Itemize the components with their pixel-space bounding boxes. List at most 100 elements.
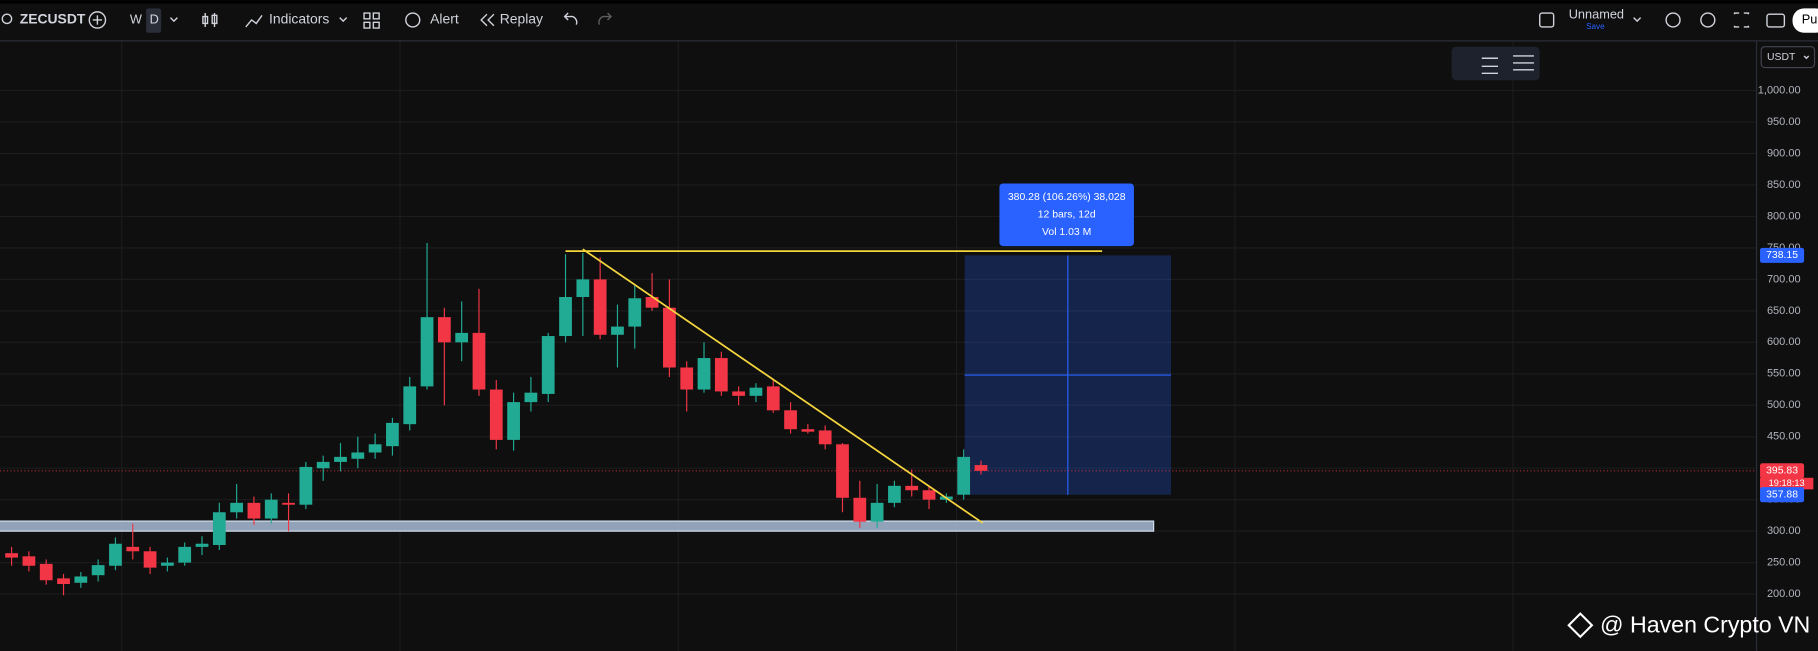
candle-body — [403, 386, 417, 425]
candle-body — [801, 429, 815, 432]
layout-checkbox[interactable] — [1539, 12, 1555, 28]
replay-button[interactable]: Replay — [500, 11, 543, 27]
alert-button[interactable]: Alert — [430, 11, 459, 27]
measure-bottom-price-bg — [1760, 487, 1805, 503]
candle-body — [836, 444, 849, 498]
candle-body — [593, 279, 607, 335]
indicators-button[interactable]: Indicators — [269, 11, 329, 27]
y-tick-label: 550.00 — [1767, 368, 1801, 380]
save-label[interactable]: Save — [1586, 22, 1605, 31]
layout-name[interactable]: Unnamed — [1569, 7, 1624, 22]
candle-body — [299, 466, 313, 505]
candle-body — [628, 298, 642, 327]
candle-body — [974, 465, 988, 471]
candle-body — [714, 358, 728, 392]
candle-body — [143, 551, 157, 568]
measure-label: Vol 1.03 M — [1042, 227, 1091, 238]
candle-body — [489, 389, 503, 440]
y-tick-label: 450.00 — [1767, 431, 1801, 443]
interval-menu[interactable] — [169, 17, 178, 23]
replay-icon — [480, 13, 495, 27]
candle-body — [437, 317, 451, 343]
indicators-icon — [245, 14, 263, 28]
quick-search-button[interactable] — [1665, 12, 1681, 28]
fullscreen-button[interactable] — [1733, 12, 1750, 28]
candle-body — [732, 391, 746, 396]
layout-menu[interactable] — [1633, 17, 1642, 23]
candle-body — [680, 367, 694, 390]
candle-body — [230, 502, 244, 513]
trendline — [582, 248, 984, 524]
toolbar — [0, 3, 1818, 41]
candle-body — [818, 430, 832, 445]
y-tick-label: 950.00 — [1767, 116, 1801, 128]
candle-body — [472, 332, 486, 390]
interval-w[interactable]: W — [130, 11, 142, 26]
publish-button[interactable] — [1792, 8, 1818, 33]
candle-body — [749, 387, 763, 396]
indicators-menu[interactable] — [339, 17, 348, 23]
candle-body — [178, 546, 192, 563]
y-tick-label: 800.00 — [1767, 210, 1801, 222]
y-tick-label: 300.00 — [1767, 525, 1801, 537]
templates-button[interactable] — [363, 12, 380, 29]
candle-body — [282, 502, 295, 505]
watermark: @ Haven Crypto VN — [1600, 611, 1810, 637]
compare-icon — [92, 15, 103, 25]
measure-top-price: 738.15 — [1766, 250, 1798, 261]
candle-body — [212, 512, 226, 545]
alert-icon — [405, 12, 421, 28]
currency-label: USDT — [1767, 52, 1796, 63]
y-tick-label: 850.00 — [1767, 179, 1801, 191]
search-icon[interactable] — [1, 13, 13, 25]
measure-bottom-price: 357.88 — [1766, 489, 1798, 500]
candle-body — [264, 499, 278, 519]
redo-button[interactable] — [598, 12, 613, 25]
support-zone — [0, 520, 1155, 532]
settings-button[interactable] — [1700, 12, 1716, 28]
candle-body — [853, 497, 867, 522]
candle-body — [126, 546, 140, 552]
last-price: 395.83 — [1766, 466, 1798, 477]
chart-type-button[interactable] — [202, 13, 218, 27]
last-price-bg — [1760, 463, 1805, 479]
candle-body — [870, 502, 884, 522]
candle-body — [5, 553, 18, 558]
drawing-toolbar — [1451, 46, 1540, 81]
candle-body — [57, 578, 70, 585]
candle-body — [576, 279, 590, 298]
y-tick-label: 700.00 — [1767, 273, 1801, 285]
undo-button[interactable] — [563, 12, 578, 25]
currency-select[interactable] — [1760, 46, 1816, 69]
y-tick-label: 600.00 — [1767, 336, 1801, 348]
measure-top-price-bg — [1760, 247, 1805, 263]
top-border — [0, 0, 1818, 4]
candle-body — [247, 502, 261, 519]
candle-body — [455, 332, 469, 343]
measure-label: 12 bars, 12d — [1038, 210, 1096, 221]
currency-menu — [1803, 55, 1810, 60]
y-tick-label: 650.00 — [1767, 305, 1801, 317]
candle-body — [541, 336, 555, 394]
candle-body — [161, 562, 174, 566]
y-tick-label: 500.00 — [1767, 399, 1801, 411]
watermark-icon — [1567, 612, 1594, 639]
y-tick-label: 1,000.00 — [1758, 84, 1801, 96]
candle-body — [507, 402, 520, 440]
y-tick-label: 200.00 — [1767, 588, 1801, 600]
candle-body — [22, 556, 36, 566]
drawing-toolbar-icons[interactable] — [1481, 55, 1534, 75]
symbol[interactable]: ZECUSDT — [20, 11, 86, 27]
screenshot-button[interactable] — [1766, 13, 1786, 28]
interval-d[interactable]: D — [150, 11, 159, 26]
countdown: 19:18:13 — [1769, 478, 1805, 488]
candle-body — [368, 444, 382, 453]
candle-body — [386, 422, 399, 447]
candle-body — [697, 358, 711, 390]
candle-body — [611, 326, 624, 335]
compare-button[interactable] — [88, 11, 107, 29]
candle-body — [420, 317, 434, 387]
candle-body — [351, 452, 365, 459]
candle-body — [39, 563, 53, 581]
